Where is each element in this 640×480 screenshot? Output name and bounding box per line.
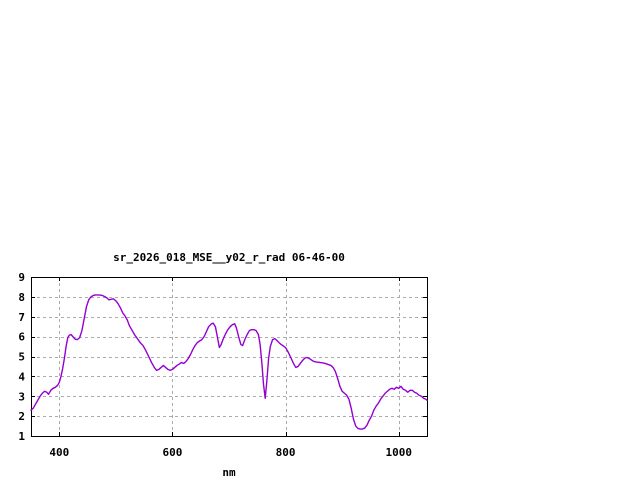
x-tick-label: 600 <box>162 446 182 459</box>
y-tick-label: 2 <box>18 410 25 423</box>
x-tick-label: 1000 <box>385 446 412 459</box>
y-tick-label: 5 <box>18 351 25 364</box>
chart-title: sr_2026_018_MSE__y02_r_rad 06-46-00 <box>113 251 345 264</box>
x-tick-label: 400 <box>49 446 69 459</box>
y-tick-label: 8 <box>18 291 25 304</box>
y-tick-label: 7 <box>18 311 25 324</box>
x-tick-label: 800 <box>276 446 296 459</box>
y-tick-label: 1 <box>18 430 25 443</box>
y-tick-label: 3 <box>18 390 25 403</box>
y-tick-label: 6 <box>18 331 25 344</box>
y-tick-label: 9 <box>18 271 25 284</box>
y-tick-label: 4 <box>18 370 25 383</box>
spectral-curve <box>30 294 428 430</box>
x-axis-label: nm <box>222 466 236 479</box>
